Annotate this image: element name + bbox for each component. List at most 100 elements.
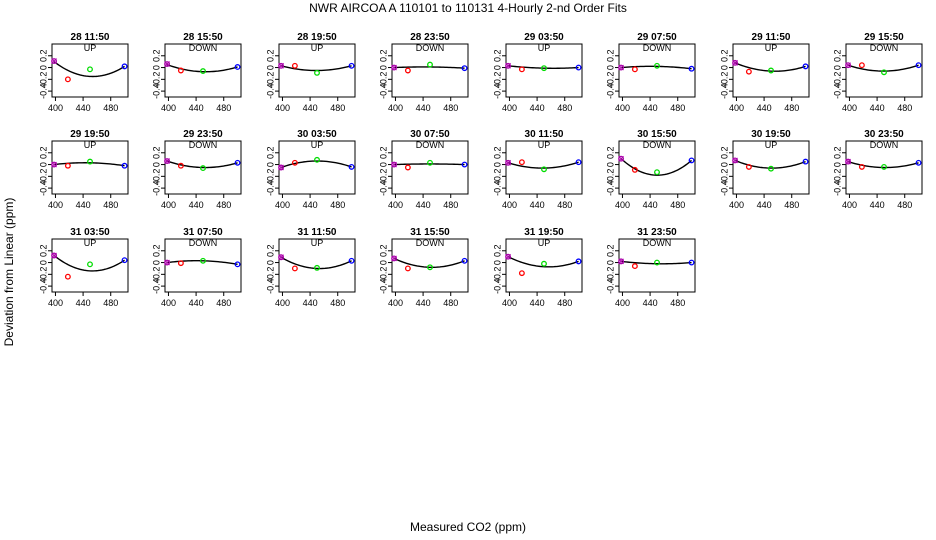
data-point — [915, 62, 922, 69]
x-tick-label: 440 — [643, 200, 658, 210]
x-tick-label: 480 — [443, 103, 458, 113]
x-tick-label: 440 — [303, 103, 318, 113]
y-tick-label: 0.2 — [378, 245, 388, 258]
x-tick-label: 480 — [557, 298, 572, 308]
data-point — [314, 156, 320, 163]
x-tick-label: 480 — [443, 200, 458, 210]
panel-direction: DOWN — [870, 43, 899, 53]
x-tick-label: 480 — [670, 103, 685, 113]
data-point — [234, 261, 241, 268]
y-tick-label: -0.4 — [719, 83, 729, 99]
data-point — [858, 62, 865, 69]
data-point — [518, 66, 525, 73]
plot-frame — [845, 43, 923, 98]
y-tick-label: -0.2 — [38, 169, 48, 185]
data-point — [654, 169, 660, 176]
data-point — [51, 161, 58, 168]
data-point-cross — [618, 155, 624, 162]
panel-direction: UP — [311, 43, 324, 53]
data-point — [64, 76, 71, 83]
data-point — [64, 162, 71, 169]
panel-direction: UP — [84, 140, 97, 150]
panel-title: 31 15:50 — [410, 227, 450, 238]
data-point-cross — [164, 158, 170, 164]
data-point — [164, 259, 171, 266]
y-tick-label: -0.4 — [265, 278, 275, 294]
x-tick-label: 400 — [48, 103, 63, 113]
panel-title: 29 23:50 — [183, 129, 223, 140]
panel-title: 29 07:50 — [637, 32, 677, 43]
y-tick-label: -0.2 — [719, 169, 729, 185]
data-point — [391, 255, 398, 262]
y-tick-label: -0.2 — [265, 267, 275, 283]
y-tick-label: 0 — [832, 65, 842, 70]
x-tick-label: 400 — [842, 200, 857, 210]
y-tick-label: 0 — [605, 260, 615, 265]
y-tick-label: -0.2 — [492, 267, 502, 283]
plot-frame — [505, 140, 583, 195]
data-point — [200, 165, 206, 172]
panel-direction: UP — [311, 140, 324, 150]
data-point — [505, 159, 512, 166]
data-point — [618, 258, 625, 265]
y-tick-label: 0.2 — [378, 147, 388, 160]
data-point — [278, 62, 285, 69]
panel-title: 29 11:50 — [752, 32, 791, 43]
data-point — [541, 166, 547, 173]
data-point — [688, 157, 695, 164]
x-tick-label: 440 — [530, 200, 545, 210]
data-point — [87, 158, 93, 165]
plot-frame — [391, 238, 469, 293]
y-tick-label: -0.4 — [38, 83, 48, 99]
x-tick-label: 440 — [76, 298, 91, 308]
panel-title: 30 11:50 — [525, 129, 564, 140]
x-tick-label: 480 — [330, 298, 345, 308]
data-point — [278, 164, 285, 171]
y-tick-label: 0.2 — [832, 147, 842, 160]
y-tick-label: -0.2 — [378, 72, 388, 88]
fit-curve — [734, 62, 806, 72]
y-tick-label: 0 — [605, 65, 615, 70]
data-point — [278, 254, 285, 261]
panel-title: 29 19:50 — [70, 129, 110, 140]
data-point — [461, 257, 468, 264]
y-tick-label: 0.2 — [605, 147, 615, 160]
data-point-cross — [618, 258, 624, 265]
data-point-cross — [505, 253, 511, 260]
y-tick-label: 0.2 — [38, 245, 48, 258]
data-point — [177, 260, 184, 267]
data-point — [461, 65, 468, 72]
data-point — [618, 155, 625, 162]
x-tick-label: 480 — [103, 103, 118, 113]
data-point — [732, 59, 739, 66]
x-tick-label: 440 — [530, 298, 545, 308]
y-tick-label: 0 — [719, 65, 729, 70]
data-point-cross — [164, 259, 170, 266]
data-point — [631, 263, 638, 270]
plot-frame — [164, 43, 242, 98]
panel-title: 30 07:50 — [410, 129, 450, 140]
x-tick-label: 440 — [189, 298, 204, 308]
plot-frame — [164, 140, 242, 195]
plot-frame — [51, 238, 129, 293]
y-tick-label: 0 — [151, 162, 161, 167]
panel-title: 31 23:50 — [637, 227, 677, 238]
y-tick-label: 0 — [378, 65, 388, 70]
data-point — [845, 158, 852, 165]
panel-title: 31 19:50 — [524, 227, 564, 238]
y-tick-label: -0.4 — [38, 278, 48, 294]
fit-curve — [393, 257, 465, 269]
y-tick-label: -0.2 — [832, 169, 842, 185]
plot-frame — [278, 43, 356, 98]
y-tick-label: -0.2 — [38, 72, 48, 88]
data-point — [654, 62, 660, 69]
